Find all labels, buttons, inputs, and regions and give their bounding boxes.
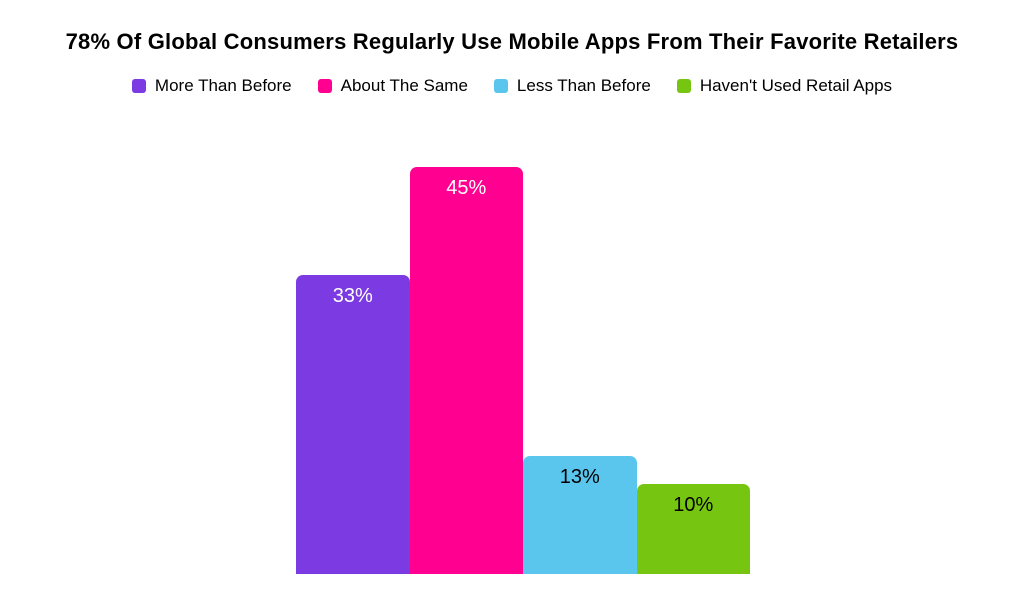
legend-label: More Than Before — [154, 76, 292, 95]
bar-less-than-before: 13% — [523, 456, 637, 574]
legend-label: Haven't Used Retail Apps — [699, 76, 893, 95]
legend-swatch-icon — [317, 79, 332, 93]
chart-title: 78% Of Global Consumers Regularly Use Mo… — [65, 29, 959, 54]
legend-label: About The Same — [340, 76, 468, 95]
legend-item-more-than-before: More Than Before — [131, 76, 292, 96]
legend-swatch-icon — [493, 79, 508, 93]
legend: More Than Before About The Same Less Tha… — [0, 76, 1024, 96]
bar-more-than-before: 33% — [296, 275, 410, 574]
bar-value-label: 13% — [559, 466, 600, 489]
bar-value-label: 45% — [446, 176, 487, 199]
bar-chart-plot-area: 33% 45% 13% 10% — [296, 166, 750, 574]
legend-item-less-than-before: Less Than Before — [493, 76, 651, 96]
legend-swatch-icon — [676, 79, 691, 93]
bar-havent-used-retail-apps: 10% — [636, 483, 750, 574]
bar-about-the-same: 45% — [409, 166, 523, 574]
legend-label: Less Than Before — [516, 76, 651, 95]
bar-value-label: 10% — [673, 493, 714, 516]
legend-item-about-the-same: About The Same — [317, 76, 468, 96]
legend-swatch-icon — [131, 79, 146, 93]
bar-value-label: 33% — [332, 285, 373, 308]
legend-item-havent-used-retail-apps: Haven't Used Retail Apps — [676, 76, 893, 96]
